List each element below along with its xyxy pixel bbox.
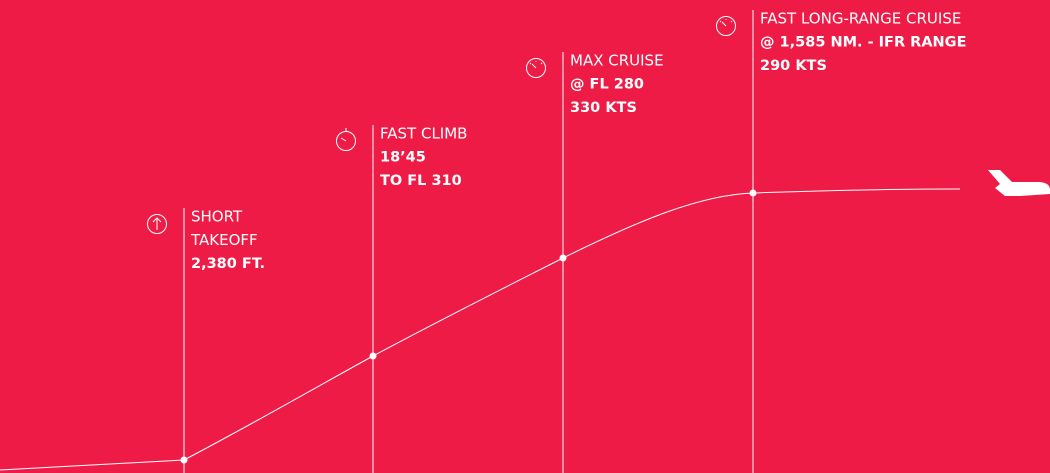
milestone-detail: @ 1,585 NM. - IFR RANGE [760, 35, 967, 51]
milestone-icon [716, 16, 736, 36]
milestone-icon [526, 58, 546, 78]
milestone-dot [180, 456, 188, 464]
icon-needle [529, 61, 543, 69]
milestone-detail: 18’45 [380, 150, 426, 166]
milestone-dot [749, 189, 757, 197]
milestone-detail: 330 KTS [570, 100, 637, 116]
milestone-dot [369, 352, 377, 360]
milestone-name: TAKEOFF [190, 231, 258, 249]
milestone-icon [147, 214, 167, 234]
milestone-dot [559, 254, 567, 262]
icon-needle [719, 19, 733, 27]
milestone-name: FAST LONG-RANGE CRUISE [760, 10, 961, 28]
milestone-name: FAST CLIMB [380, 125, 467, 143]
milestone: MAX CRUISE @ FL 280 330 KTS [526, 52, 664, 473]
airplane [988, 170, 1050, 196]
milestone-name: MAX CRUISE [570, 52, 664, 70]
milestone-icon [336, 131, 356, 151]
milestone: FAST LONG-RANGE CRUISE @ 1,585 NM. - IFR … [716, 10, 967, 473]
milestone-name: SHORT [191, 208, 243, 226]
icon-arrow [152, 217, 162, 230]
milestone: FAST CLIMB 18’45 TO FL 310 [336, 125, 467, 473]
icon-needle [340, 128, 347, 142]
milestone: SHORT TAKEOFF 2,380 FT. [147, 208, 265, 473]
milestone-detail: 2,380 FT. [191, 256, 265, 272]
milestone-detail: @ FL 280 [570, 77, 644, 93]
milestone-detail: 290 KTS [760, 58, 827, 74]
milestone-detail: TO FL 310 [380, 173, 462, 189]
